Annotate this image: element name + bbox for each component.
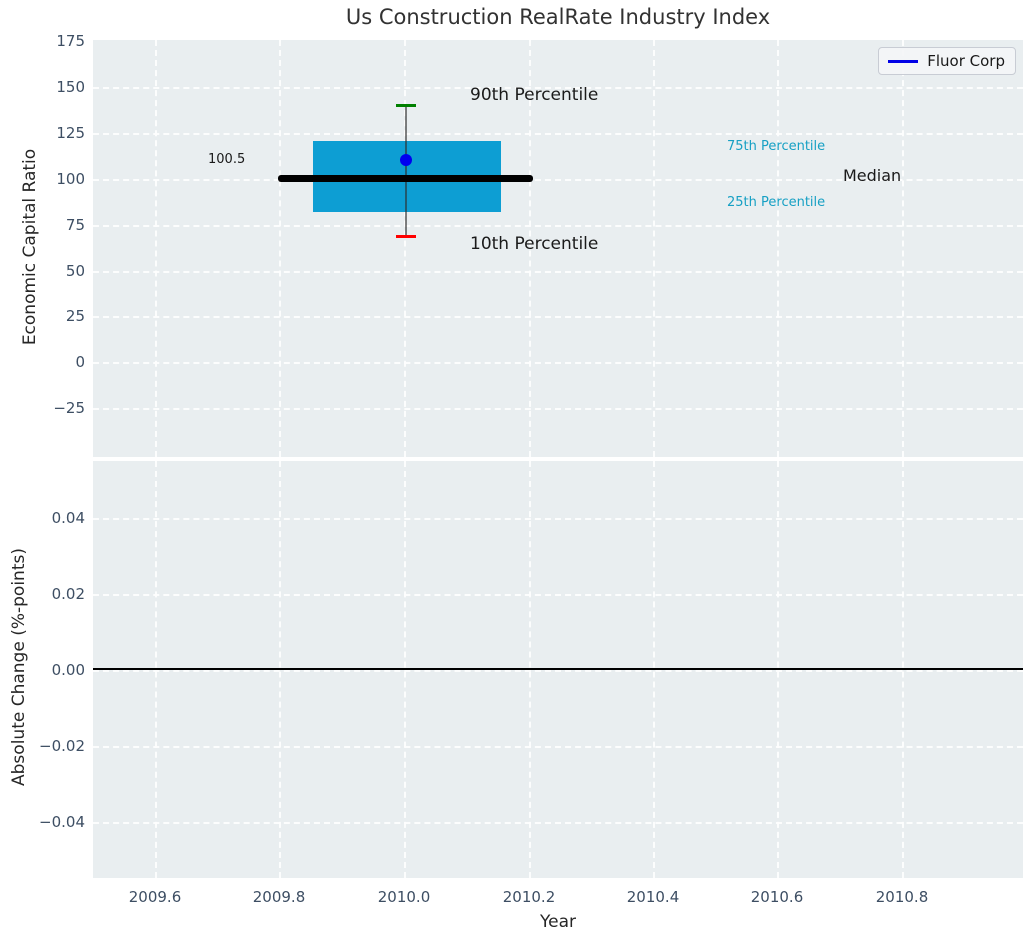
gridline: [279, 40, 281, 457]
gridline: [93, 87, 1023, 89]
median-line: [278, 175, 533, 182]
x-tick-label: 2010.2: [502, 888, 556, 906]
x-tick-label: 2010.4: [626, 888, 680, 906]
annotation-median-value: 100.5: [208, 152, 246, 167]
y-tick-label: −0.02: [39, 737, 85, 755]
gridline: [404, 40, 406, 457]
gridline: [93, 408, 1023, 410]
y-tick-label: 75: [65, 216, 85, 234]
legend-line-sample: [888, 59, 919, 63]
cap-90th-percentile: [396, 104, 416, 107]
y-tick-label: 25: [65, 307, 85, 325]
legend: Fluor Corp: [878, 47, 1016, 75]
bottom-y-axis-label: Absolute Change (%-points): [9, 548, 29, 786]
x-tick-label: 2009.8: [252, 888, 306, 906]
annotation-10th-percentile: 10th Percentile: [470, 234, 599, 254]
annotation-median: Median: [843, 166, 902, 185]
y-tick-label: 125: [56, 124, 85, 142]
gridline: [93, 746, 1023, 748]
gridline: [93, 225, 1023, 227]
y-tick-label: −0.04: [39, 813, 85, 831]
gridline: [93, 133, 1023, 135]
y-tick-label: 175: [56, 32, 85, 50]
zero-line: [93, 668, 1023, 670]
top-axes: 90th Percentile 10th Percentile 100.5 75…: [93, 40, 1023, 457]
y-tick-label: 100: [56, 170, 85, 188]
gridline: [93, 271, 1023, 273]
chart-title: Us Construction RealRate Industry Index: [345, 5, 771, 29]
y-tick-label: 150: [56, 78, 85, 96]
y-tick-label: 0: [75, 353, 85, 371]
y-tick-label: 50: [65, 262, 85, 280]
annotation-75th-percentile: 75th Percentile: [727, 139, 826, 154]
gridline: [93, 316, 1023, 318]
gridline: [777, 40, 779, 457]
x-axis-label: Year: [540, 912, 576, 932]
gridline: [902, 40, 904, 457]
legend-label: Fluor Corp: [927, 52, 1005, 70]
y-tick-label: 0.00: [51, 661, 85, 679]
y-tick-label: 0.04: [51, 509, 85, 527]
x-axis-ticks: 2009.6 2009.8 2010.0 2010.2 2010.4 2010.…: [93, 888, 1023, 908]
x-tick-label: 2010.8: [875, 888, 929, 906]
x-tick-label: 2010.0: [377, 888, 431, 906]
bottom-axes: [93, 461, 1023, 878]
annotation-25th-percentile: 25th Percentile: [727, 195, 826, 210]
gridline: [93, 822, 1023, 824]
x-tick-label: 2010.6: [750, 888, 804, 906]
gridline: [653, 40, 655, 457]
gridline: [93, 518, 1023, 520]
cap-10th-percentile: [396, 235, 416, 238]
gridline: [93, 670, 1023, 672]
top-y-axis-label: Economic Capital Ratio: [20, 148, 40, 346]
gridline: [93, 179, 1023, 181]
x-tick-label: 2009.6: [128, 888, 182, 906]
gridline: [155, 40, 157, 457]
gridline: [529, 40, 531, 457]
annotation-90th-percentile: 90th Percentile: [470, 85, 599, 105]
gridline: [93, 594, 1023, 596]
whisker-line: [405, 105, 407, 236]
y-tick-label: 0.02: [51, 585, 85, 603]
gridline: [93, 362, 1023, 364]
fluor-corp-marker: [400, 154, 412, 166]
y-tick-label: −25: [53, 399, 85, 417]
